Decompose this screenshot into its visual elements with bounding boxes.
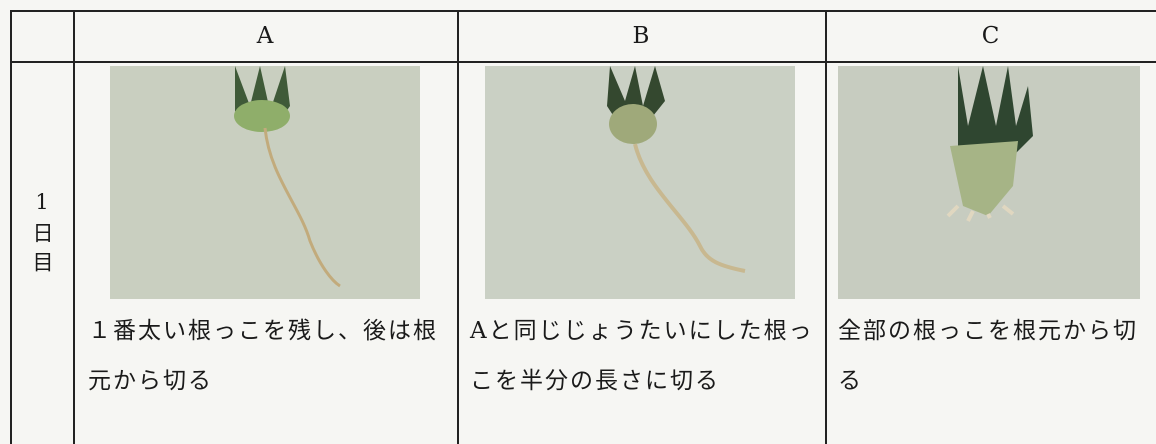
row-label: 1日目	[30, 190, 54, 280]
photo	[110, 66, 420, 299]
column-header: C	[981, 23, 1000, 49]
photo	[838, 66, 1140, 299]
table-border	[10, 10, 12, 444]
column-header: A	[256, 23, 274, 49]
table-border	[73, 10, 75, 444]
table-border	[457, 10, 459, 444]
cell-text: 全部の根っこを根元から切る	[838, 318, 1138, 394]
table-border	[10, 61, 1156, 63]
cell-text: Aと同じじょうたいにした根っこを半分の長さに切る	[470, 318, 814, 394]
table-border	[10, 10, 1156, 12]
cell-text: １番太い根っこを残し、後は根元から切る	[88, 318, 438, 394]
photo	[485, 66, 795, 299]
table-border	[825, 10, 827, 444]
column-header: B	[632, 23, 650, 49]
